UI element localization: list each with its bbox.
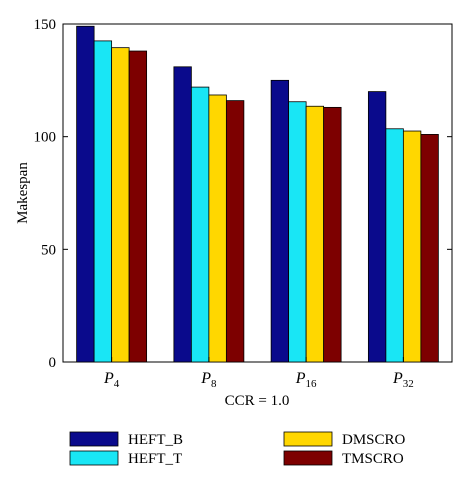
- legend-label-dmscro: DMSCRO: [342, 432, 406, 448]
- x-tick-label-p16: P16: [295, 370, 317, 390]
- y-axis: 0 50 100 150: [34, 17, 452, 371]
- bar-heft-t-p16: [288, 101, 307, 363]
- bar-tmscro-p32: [420, 134, 439, 363]
- legend-label-heft-t: HEFT_T: [128, 451, 182, 467]
- legend-swatch-heft-b: [69, 431, 119, 447]
- bar-heft-b-p4: [76, 25, 95, 363]
- y-tick-label: 0: [49, 355, 57, 371]
- bar-heft-b-p16: [270, 79, 290, 363]
- bar-heft-t-p8: [190, 86, 210, 363]
- bars-group: [76, 25, 439, 363]
- legend: HEFT_B HEFT_T DMSCRO TMSCRO: [69, 431, 406, 467]
- x-tick-label-p32: P32: [392, 370, 414, 390]
- bar-heft-b-p8: [173, 66, 192, 363]
- y-tick-label: 50: [41, 242, 56, 258]
- x-axis-tick-labels: P4 P8 P16 P32: [103, 370, 414, 390]
- y-axis-label: Makespan: [15, 162, 31, 224]
- legend-swatch-dmscro: [283, 431, 333, 447]
- legend-label-tmscro: TMSCRO: [342, 451, 404, 467]
- legend-swatch-tmscro: [283, 450, 333, 466]
- bar-dmscro-p4: [111, 47, 130, 363]
- bar-tmscro-p8: [225, 100, 245, 363]
- x-tick-label-p4: P4: [103, 370, 120, 390]
- plot-frame: [62, 23, 453, 363]
- y-tick-label: 150: [34, 17, 57, 33]
- x-axis-label: CCR = 1.0: [225, 393, 290, 409]
- bar-dmscro-p8: [208, 94, 227, 363]
- x-tick-label-p8: P8: [200, 370, 217, 390]
- y-tick-label: 100: [34, 130, 57, 146]
- bar-tmscro-p16: [323, 106, 342, 363]
- legend-swatch-heft-t: [69, 450, 119, 466]
- bar-heft-t-p32: [385, 128, 404, 363]
- bar-heft-b-p32: [367, 91, 387, 363]
- bar-tmscro-p4: [128, 50, 148, 363]
- bar-dmscro-p16: [305, 105, 325, 363]
- bar-heft-t-p4: [93, 40, 113, 363]
- bar-dmscro-p32: [402, 130, 422, 363]
- legend-label-heft-b: HEFT_B: [128, 432, 183, 448]
